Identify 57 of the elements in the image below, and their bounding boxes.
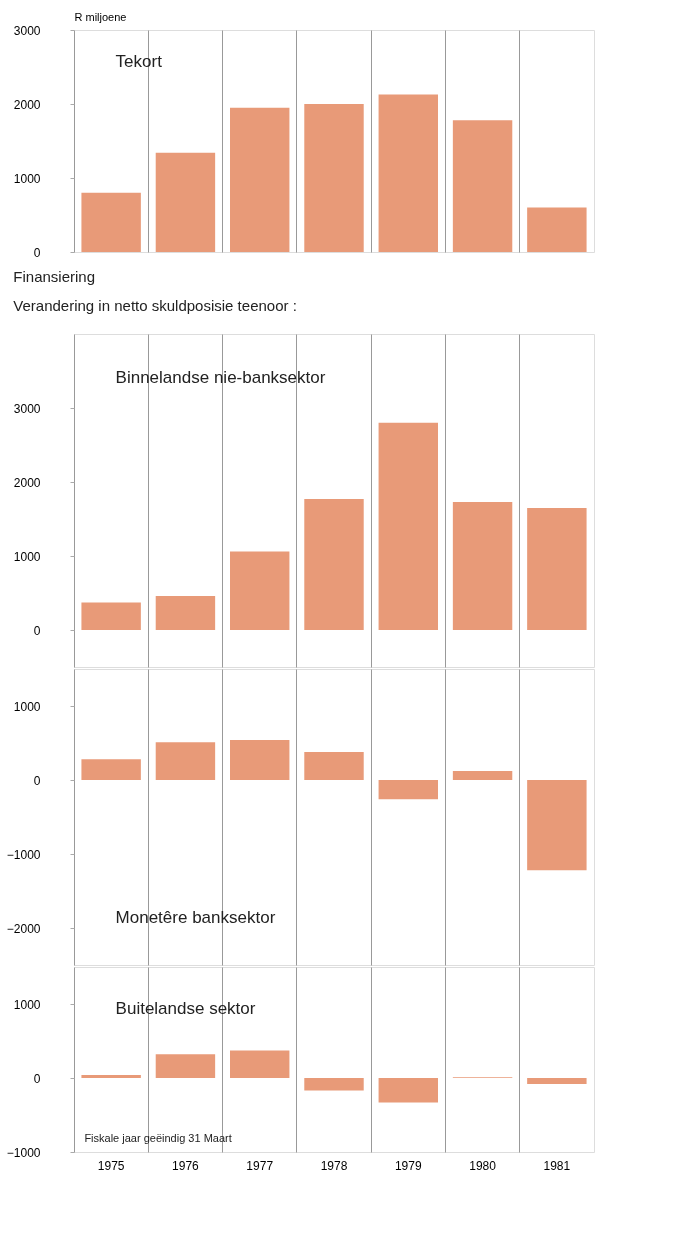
y-tick-label: 0 bbox=[33, 1071, 41, 1086]
bar bbox=[304, 751, 364, 780]
y-tick-label: 1000 bbox=[13, 699, 41, 714]
y-tick-label: 2000 bbox=[13, 97, 41, 112]
x-tick-label: 1977 bbox=[246, 1158, 274, 1173]
y-tick-label: −1000 bbox=[6, 847, 41, 862]
bar bbox=[304, 104, 364, 252]
x-tick-label: 1980 bbox=[469, 1158, 497, 1173]
bar bbox=[452, 501, 513, 630]
annotation: Fiskale jaar geëindig 31 Maart bbox=[84, 1132, 232, 1144]
y-tick-label: 2000 bbox=[13, 475, 41, 490]
y-tick-label: 1000 bbox=[13, 171, 41, 186]
bar bbox=[81, 192, 141, 252]
y-tick-label: 1000 bbox=[13, 997, 41, 1012]
y-tick-label: 3000 bbox=[13, 23, 41, 38]
bar bbox=[230, 740, 290, 780]
bar bbox=[230, 551, 290, 630]
bar bbox=[378, 780, 438, 800]
bar bbox=[527, 1078, 587, 1084]
bar bbox=[81, 602, 141, 630]
annotation: Buitelandse sektor bbox=[115, 998, 256, 1018]
bar bbox=[230, 1050, 290, 1078]
bar bbox=[230, 107, 290, 252]
x-tick-label: 1976 bbox=[172, 1158, 200, 1173]
annotation: Monetêre banksektor bbox=[115, 907, 276, 927]
annotation: Binnelandse nie-banksektor bbox=[115, 368, 326, 388]
x-tick-label: 1975 bbox=[97, 1158, 125, 1173]
y-axis-title: R miljoene bbox=[74, 10, 127, 23]
bar bbox=[378, 1078, 438, 1103]
bar bbox=[304, 1078, 364, 1091]
bar bbox=[304, 499, 364, 630]
y-tick-label: 0 bbox=[33, 623, 41, 638]
bar bbox=[378, 422, 438, 630]
x-tick-label: 1978 bbox=[320, 1158, 348, 1173]
chart-title: Finansiering bbox=[13, 268, 96, 285]
bar bbox=[81, 759, 141, 780]
y-tick-label: 1000 bbox=[13, 549, 41, 564]
bar bbox=[155, 742, 216, 780]
y-tick-label: 0 bbox=[33, 773, 41, 788]
chart-subtitle: Verandering in netto skuldposisie teenoor : bbox=[13, 297, 297, 314]
y-tick-label: 0 bbox=[33, 245, 41, 260]
bar bbox=[527, 207, 587, 252]
x-tick-label: 1981 bbox=[543, 1158, 571, 1173]
bar bbox=[155, 595, 216, 630]
bar bbox=[81, 1075, 141, 1078]
y-tick-label: 3000 bbox=[13, 401, 41, 416]
bar bbox=[155, 1054, 216, 1078]
annotation: Tekort bbox=[115, 52, 163, 72]
bar bbox=[527, 780, 587, 871]
bar bbox=[452, 120, 513, 252]
bar bbox=[155, 152, 216, 252]
x-tick-label: 1979 bbox=[394, 1158, 422, 1173]
y-tick-label: −2000 bbox=[6, 921, 41, 936]
y-tick-label: −1000 bbox=[6, 1145, 41, 1160]
bar bbox=[527, 507, 587, 630]
bar bbox=[378, 94, 438, 252]
bar bbox=[452, 771, 513, 780]
